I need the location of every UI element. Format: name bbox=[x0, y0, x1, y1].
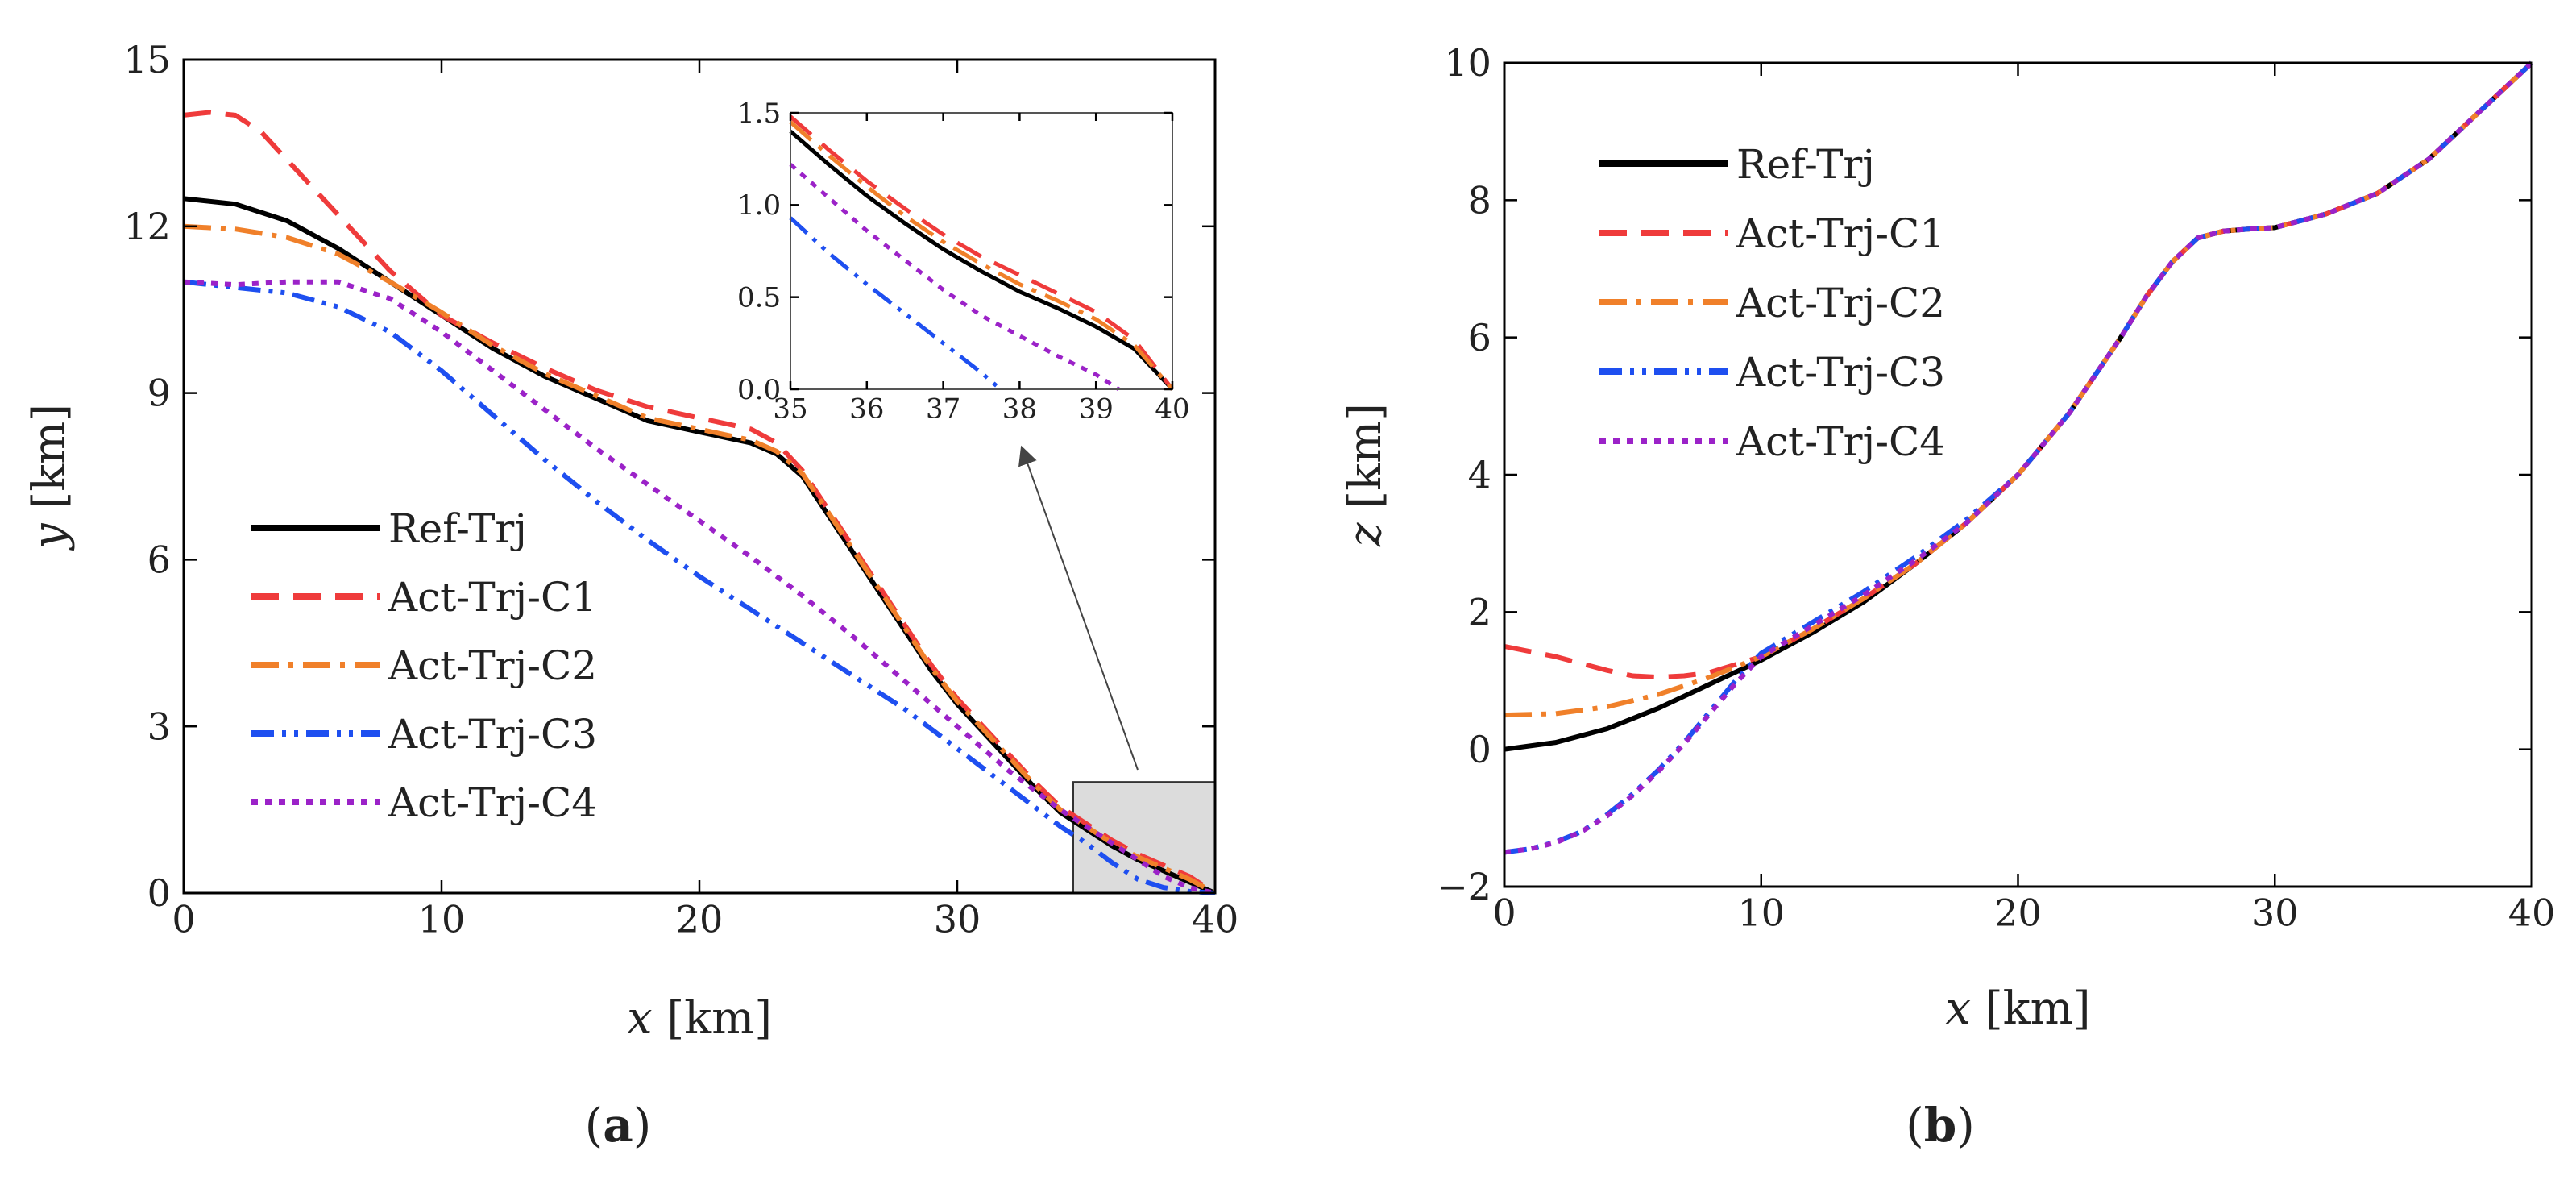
b-x-tick-label: 30 bbox=[2251, 891, 2299, 934]
b-x-tick-label: 10 bbox=[1737, 891, 1785, 934]
y-axis-label-unit-b: [km] bbox=[1339, 403, 1392, 523]
inset-zoom-chart: 35 36 37 38 39 40 0.0 0.5 1.0 1.5 bbox=[737, 98, 1190, 426]
x-axis-label-b: x [km] bbox=[1945, 983, 2090, 1035]
a-legend-label-c1: Act-Trj-C1 bbox=[388, 574, 597, 621]
inset-x-tick-label: 39 bbox=[1079, 393, 1114, 426]
b-y-tick-label: 2 bbox=[1468, 590, 1491, 634]
a-legend-label-ref: Ref-Trj bbox=[388, 505, 527, 552]
x-axis-label-var-a: x bbox=[627, 992, 653, 1045]
a-x-tick-label: 10 bbox=[418, 897, 466, 941]
panel-label-a: (a) bbox=[585, 1098, 652, 1153]
series-group-a bbox=[183, 110, 1217, 895]
inset-x-tick-label: 40 bbox=[1155, 393, 1189, 426]
inset-background bbox=[790, 113, 1172, 389]
b-x-tick-label: 40 bbox=[2508, 891, 2556, 934]
inset-ticks-group: 35 36 37 38 39 40 0.0 0.5 1.0 1.5 bbox=[737, 98, 1190, 426]
legend-a: Ref-Trj Act-Trj-C1 Act-Trj-C2 Act-Trj-C3 Act… bbox=[251, 505, 597, 826]
a-y-tick-label: 9 bbox=[147, 372, 171, 415]
a-x-tick-label: 30 bbox=[934, 897, 981, 941]
inset-y-tick-label: 1.0 bbox=[737, 189, 781, 222]
x-axis-label-unit-a: [km] bbox=[653, 992, 773, 1045]
zoom-arrow bbox=[1018, 445, 1139, 771]
b-legend-label-c3: Act-Trj-C3 bbox=[1736, 349, 1945, 396]
x-axis-label-var-b: x bbox=[1945, 983, 1971, 1035]
a-legend-label-c4: Act-Trj-C4 bbox=[388, 779, 597, 826]
inset-y-tick-label: 1.5 bbox=[737, 98, 781, 130]
line-a-c3 bbox=[183, 279, 1216, 895]
inset-y-tick-label: 0.5 bbox=[737, 282, 781, 314]
legend-b: Ref-Trj Act-Trj-C1 Act-Trj-C2 Act-Trj-C3 Act… bbox=[1599, 141, 1945, 465]
y-axis-label-var-b: z bbox=[1339, 522, 1392, 547]
inset-y-tick-label: 0.0 bbox=[737, 374, 781, 406]
b-x-tick-label: 0 bbox=[1492, 891, 1516, 934]
x-axis-label-unit-b: [km] bbox=[1971, 983, 2091, 1035]
a-legend-label-c2: Act-Trj-C2 bbox=[388, 642, 597, 689]
y-axis-label-var-a: y bbox=[23, 522, 76, 551]
inset-x-tick-label: 37 bbox=[926, 393, 960, 426]
x-axis-label-a: x [km] bbox=[627, 992, 772, 1045]
line-inset-ref bbox=[789, 130, 1174, 391]
line-inset-c4 bbox=[789, 163, 1120, 392]
b-y-tick-label: 10 bbox=[1444, 41, 1491, 85]
panel-label-b: (b) bbox=[1906, 1098, 1975, 1153]
line-inset-c1 bbox=[789, 114, 1174, 391]
a-x-tick-label: 40 bbox=[1192, 897, 1239, 941]
y-axis-label-b: z [km] bbox=[1339, 403, 1392, 547]
y-axis-label-a: y [km] bbox=[23, 404, 76, 551]
line-a-c4 bbox=[183, 279, 1216, 895]
inset-series-group bbox=[789, 114, 1174, 392]
inset-frame bbox=[790, 112, 1173, 390]
b-x-tick-label: 20 bbox=[1994, 891, 2042, 934]
inset-x-tick-label: 36 bbox=[849, 393, 884, 426]
a-y-tick-label: 6 bbox=[147, 538, 171, 582]
a-x-tick-label: 0 bbox=[172, 897, 195, 941]
a-legend-label-c3: Act-Trj-C3 bbox=[388, 711, 597, 758]
a-y-tick-label: 12 bbox=[123, 205, 171, 248]
b-y-tick-label: 4 bbox=[1468, 453, 1491, 497]
b-legend-label-ref: Ref-Trj bbox=[1736, 141, 1875, 188]
b-y-tick-label: 8 bbox=[1468, 178, 1491, 222]
a-x-tick-label: 20 bbox=[676, 897, 724, 941]
b-y-tick-label: 6 bbox=[1468, 316, 1491, 359]
b-legend-label-c2: Act-Trj-C2 bbox=[1736, 280, 1945, 326]
zoom-region-box bbox=[1072, 781, 1216, 895]
b-legend-label-c4: Act-Trj-C4 bbox=[1736, 418, 1945, 465]
b-y-tick-label: 0 bbox=[1468, 728, 1491, 771]
line-b-c3 bbox=[1504, 60, 2534, 855]
inset-x-tick-label: 35 bbox=[773, 393, 807, 426]
zoom-region-rect bbox=[1072, 781, 1216, 895]
a-y-tick-label: 3 bbox=[147, 704, 171, 748]
b-legend-label-c1: Act-Trj-C1 bbox=[1736, 210, 1945, 257]
series-group-b bbox=[1504, 60, 2534, 855]
b-y-tick-label: −2 bbox=[1437, 865, 1491, 908]
a-y-tick-label: 0 bbox=[147, 871, 171, 915]
y-axis-label-unit-a: [km] bbox=[23, 404, 76, 524]
line-b-c4 bbox=[1504, 60, 2534, 855]
a-y-tick-label: 15 bbox=[123, 38, 171, 81]
inset-x-tick-label: 38 bbox=[1002, 393, 1037, 426]
line-inset-c2 bbox=[789, 120, 1174, 391]
